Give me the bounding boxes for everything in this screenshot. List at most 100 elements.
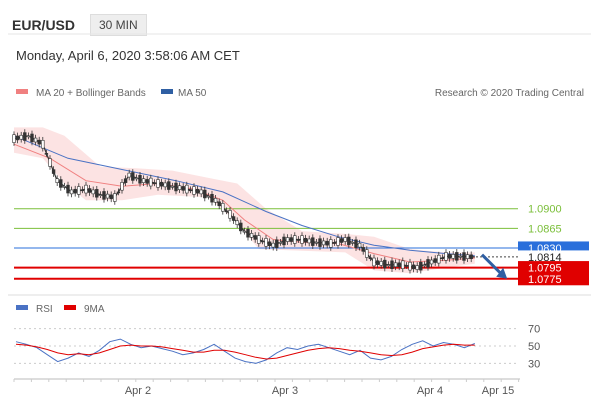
candle-body xyxy=(12,134,16,143)
level-label-5: 1.0775 xyxy=(528,274,562,286)
candle-body xyxy=(447,254,452,259)
candle-body xyxy=(213,198,218,203)
candle-body xyxy=(275,239,279,248)
candle-body xyxy=(188,189,193,192)
candle-body xyxy=(285,237,290,242)
candle-body xyxy=(375,260,380,265)
candle-body xyxy=(401,260,405,269)
candle-body xyxy=(206,195,211,198)
candle-body xyxy=(383,259,387,269)
candle-body xyxy=(246,229,250,238)
candle-body xyxy=(278,242,283,244)
candle-body xyxy=(98,194,103,196)
candle-body xyxy=(393,262,398,268)
candle-body xyxy=(69,189,74,195)
candle-body xyxy=(300,235,304,244)
candle-body xyxy=(116,191,121,194)
rsi-plot-area: 70 50 30 xyxy=(14,324,540,370)
candle-body xyxy=(127,172,131,178)
level-tag-5 xyxy=(518,272,589,286)
candle-body xyxy=(336,237,340,246)
x-tick-label: Apr 3 xyxy=(272,385,298,397)
candle-body xyxy=(37,139,41,145)
candle-body xyxy=(325,240,329,246)
candle-body xyxy=(145,179,149,184)
ma50-legend-swatch xyxy=(161,89,173,94)
candle-body xyxy=(48,158,52,167)
candle-body xyxy=(95,189,99,198)
candle-body xyxy=(260,240,265,243)
credit-text: Research © 2020 Trading Central xyxy=(435,88,584,99)
candle-body xyxy=(354,239,358,248)
candle-body xyxy=(390,260,394,269)
candle-body xyxy=(185,184,189,194)
candle-body xyxy=(26,135,31,138)
candle-body xyxy=(228,210,232,219)
candle-body xyxy=(271,242,275,248)
candle-body xyxy=(257,235,261,244)
timeframe-badge[interactable]: 30 MIN xyxy=(90,14,147,36)
candle-body xyxy=(231,216,236,221)
candle-body xyxy=(167,181,171,190)
candle-body xyxy=(192,186,196,195)
candle-body xyxy=(84,184,88,194)
candle-body xyxy=(303,237,308,243)
candle-body xyxy=(217,201,221,207)
candle-body xyxy=(195,188,200,194)
candle-body xyxy=(156,179,160,188)
candle-body xyxy=(170,185,175,188)
candle-body xyxy=(253,235,257,240)
level-label-1: 1.0865 xyxy=(528,223,562,235)
candle-body xyxy=(318,238,322,247)
rsi-tick-label: 70 xyxy=(528,324,540,336)
candle-body xyxy=(357,242,362,248)
candle-body xyxy=(433,258,437,263)
candle-body xyxy=(458,256,463,258)
candle-body xyxy=(347,236,351,246)
candle-body xyxy=(379,261,383,266)
candle-body xyxy=(408,261,412,271)
candle-body xyxy=(33,137,38,143)
candle-body xyxy=(141,178,146,183)
candle-body xyxy=(419,261,423,271)
candle-body xyxy=(314,242,319,244)
candle-body xyxy=(159,181,164,187)
rsi-legend-swatch xyxy=(16,305,28,310)
candle-body xyxy=(411,264,416,270)
candle-body xyxy=(30,133,34,143)
rsi-legend-label: RSI xyxy=(36,304,53,315)
candle-body xyxy=(73,188,77,194)
candle-body xyxy=(120,182,124,191)
candle-body xyxy=(289,237,293,242)
x-tick-label: Apr 2 xyxy=(125,385,151,397)
candle-body xyxy=(59,179,63,188)
candle-body xyxy=(329,239,333,248)
ma20-legend-swatch xyxy=(16,89,28,94)
candle-body xyxy=(221,203,225,212)
candle-body xyxy=(462,252,466,261)
candle-body xyxy=(343,237,347,242)
candle-body xyxy=(235,220,239,225)
candle-body xyxy=(415,265,419,270)
x-axis-ticks: Apr 2 Apr 3 Apr 4 Apr 15 xyxy=(13,379,520,397)
candle-body xyxy=(55,178,59,183)
candle-body xyxy=(465,254,470,259)
candle-body xyxy=(113,193,117,202)
candle-body xyxy=(249,233,254,238)
candle-body xyxy=(105,193,110,199)
ma50-line xyxy=(13,135,475,257)
chart-datetime: Monday, April 6, 2020 3:58:06 AM CET xyxy=(16,48,240,63)
candle-body xyxy=(163,182,167,188)
level-label-4: 1.0795 xyxy=(528,263,562,275)
candle-body xyxy=(368,257,373,260)
level-tag-3 xyxy=(518,250,589,264)
candle-body xyxy=(404,265,409,267)
rsi-ma-legend-label: 9MA xyxy=(84,304,105,315)
ma20-legend-label: MA 20 + Bollinger Bands xyxy=(36,88,146,99)
candle-body xyxy=(87,188,92,193)
candle-body xyxy=(242,230,247,233)
candle-body xyxy=(264,238,268,247)
candle-body xyxy=(365,249,369,258)
candle-body xyxy=(19,134,23,140)
candle-body xyxy=(41,140,45,149)
